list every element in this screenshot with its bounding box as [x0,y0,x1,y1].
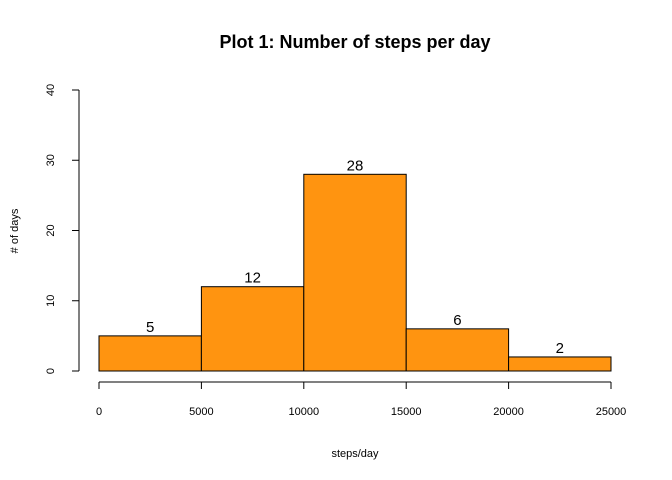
bar-labels-group: 5 12 28 6 2 [146,157,564,357]
y-tick-label: 40 [45,84,57,96]
bar-count-label: 12 [244,270,261,287]
histogram-bar [508,356,612,372]
y-tick-label: 20 [45,224,57,236]
bar-count-label: 5 [146,319,154,336]
x-axis-label: steps/day [331,448,379,460]
histogram-bar [98,335,202,372]
chart-title: Plot 1: Number of steps per day [219,32,490,52]
histogram-bar [405,328,510,372]
x-axis: 0 5000 10000 15000 20000 25000 [96,381,627,418]
y-tick-label: 30 [45,154,57,166]
x-tick-label: 0 [96,406,102,418]
x-tick-label: 5000 [189,406,213,418]
x-tick-label: 15000 [391,406,422,418]
histogram-bar [200,286,305,372]
x-tick-label: 25000 [596,406,627,418]
bar-count-label: 6 [453,312,461,329]
bar-count-label: 2 [556,340,564,357]
histogram-bar [303,173,407,372]
y-tick-label: 0 [45,368,57,374]
x-tick-label: 10000 [289,406,320,418]
bars-group [98,173,612,372]
x-tick-label: 20000 [493,406,524,418]
bar-count-label: 28 [347,157,364,174]
y-axis: 0 10 20 30 40 [45,84,80,374]
y-tick-label: 10 [45,295,57,307]
y-axis-label: # of days [9,208,21,253]
